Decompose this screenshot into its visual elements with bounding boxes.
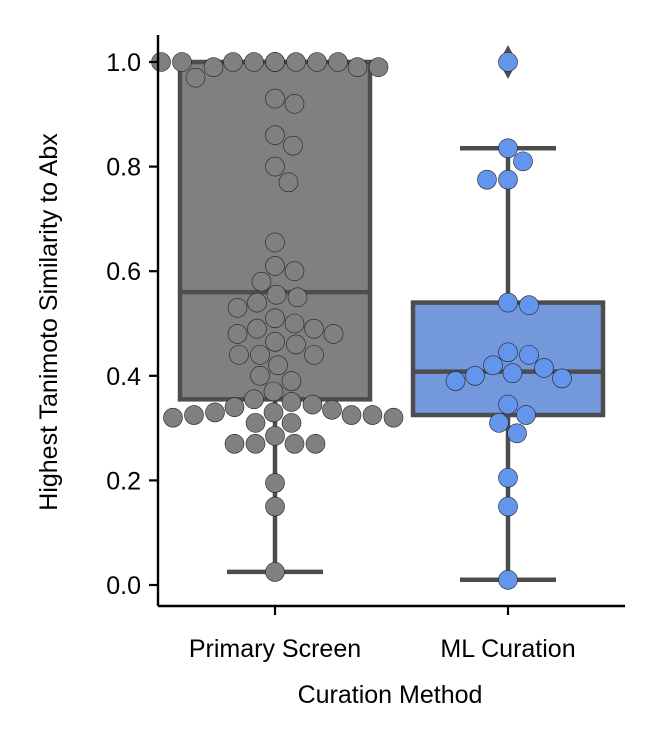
data-point bbox=[322, 399, 342, 420]
data-point bbox=[227, 324, 248, 344]
data-point bbox=[302, 394, 323, 415]
data-point bbox=[498, 394, 518, 415]
data-point bbox=[250, 365, 270, 386]
data-point bbox=[265, 88, 285, 109]
data-point bbox=[223, 52, 243, 72]
data-point bbox=[498, 569, 518, 590]
data-point bbox=[368, 57, 389, 78]
data-point bbox=[265, 232, 285, 253]
data-point bbox=[265, 125, 285, 146]
data-point bbox=[265, 473, 285, 493]
data-point bbox=[281, 413, 302, 433]
data-point bbox=[247, 292, 267, 313]
data-point bbox=[265, 496, 285, 517]
data-point bbox=[552, 368, 572, 389]
data-point bbox=[265, 52, 285, 72]
data-point bbox=[534, 358, 554, 378]
data-point bbox=[498, 496, 518, 517]
data-point bbox=[205, 402, 225, 423]
data-point bbox=[284, 94, 305, 114]
x-axis-label: Curation Method bbox=[298, 681, 483, 709]
y-tick-label: 0.4 bbox=[106, 363, 141, 391]
data-point bbox=[498, 52, 518, 72]
data-point bbox=[163, 407, 183, 428]
data-point bbox=[498, 292, 518, 313]
x-tick-label: Primary Screen bbox=[189, 635, 361, 663]
data-point bbox=[281, 392, 302, 412]
data-point bbox=[323, 324, 344, 344]
data-point bbox=[498, 342, 518, 363]
data-point bbox=[283, 135, 303, 156]
data-point bbox=[265, 426, 285, 446]
data-point bbox=[265, 256, 285, 276]
data-point bbox=[507, 423, 527, 444]
data-point bbox=[286, 334, 306, 355]
data-point bbox=[516, 405, 536, 425]
data-point bbox=[465, 365, 485, 386]
data-point bbox=[184, 405, 204, 425]
data-point bbox=[172, 52, 192, 72]
data-point bbox=[244, 389, 264, 410]
data-point bbox=[287, 287, 308, 308]
y-axis-label: Highest Tanimoto Similarity to Abx bbox=[35, 133, 63, 511]
data-point bbox=[483, 355, 503, 376]
data-point bbox=[227, 298, 248, 318]
data-point bbox=[251, 271, 272, 292]
y-tick-label: 0.6 bbox=[106, 258, 141, 286]
data-point bbox=[304, 345, 324, 365]
data-point bbox=[229, 345, 249, 365]
data-point bbox=[477, 169, 497, 190]
data-point bbox=[307, 52, 327, 72]
data-point bbox=[305, 433, 326, 454]
data-point bbox=[498, 169, 518, 190]
data-point bbox=[244, 52, 264, 72]
data-point bbox=[383, 407, 404, 428]
data-point bbox=[245, 413, 266, 433]
data-point bbox=[250, 345, 270, 365]
data-point bbox=[498, 467, 518, 488]
data-point bbox=[265, 332, 285, 352]
data-point bbox=[519, 345, 539, 365]
data-point bbox=[328, 52, 348, 72]
axes: Curation Method Highest Tanimoto Similar… bbox=[35, 35, 625, 709]
data-point bbox=[224, 397, 245, 417]
data-point bbox=[278, 172, 299, 193]
data-point bbox=[489, 413, 509, 433]
data-point bbox=[245, 433, 266, 454]
x-tick-label: ML Curation bbox=[440, 635, 575, 663]
y-tick-label: 0.0 bbox=[106, 572, 141, 600]
data-point bbox=[284, 313, 305, 334]
data-point bbox=[263, 381, 284, 402]
data-point bbox=[268, 355, 288, 376]
y-tick-label: 0.2 bbox=[106, 467, 141, 495]
data-point bbox=[304, 318, 324, 339]
data-point bbox=[265, 308, 285, 329]
data-point bbox=[286, 52, 306, 72]
data-point bbox=[498, 138, 518, 159]
data-point bbox=[281, 371, 302, 391]
data-point bbox=[284, 433, 305, 454]
data-point bbox=[445, 371, 466, 391]
data-point bbox=[519, 295, 539, 315]
data-point bbox=[265, 156, 285, 177]
data-point bbox=[502, 363, 523, 383]
data-point bbox=[362, 405, 383, 425]
data-point bbox=[247, 318, 267, 339]
data-point bbox=[513, 151, 533, 172]
plot-area bbox=[151, 45, 606, 590]
data-point bbox=[265, 562, 285, 582]
data-point bbox=[341, 405, 362, 425]
data-point bbox=[203, 57, 224, 78]
data-point bbox=[347, 57, 368, 78]
y-tick-label: 1.0 bbox=[106, 49, 141, 77]
y-tick-label: 0.8 bbox=[106, 154, 141, 182]
data-point bbox=[263, 402, 284, 423]
data-point bbox=[266, 284, 287, 305]
data-point bbox=[224, 433, 245, 454]
data-point bbox=[185, 67, 206, 88]
data-point bbox=[284, 261, 305, 282]
